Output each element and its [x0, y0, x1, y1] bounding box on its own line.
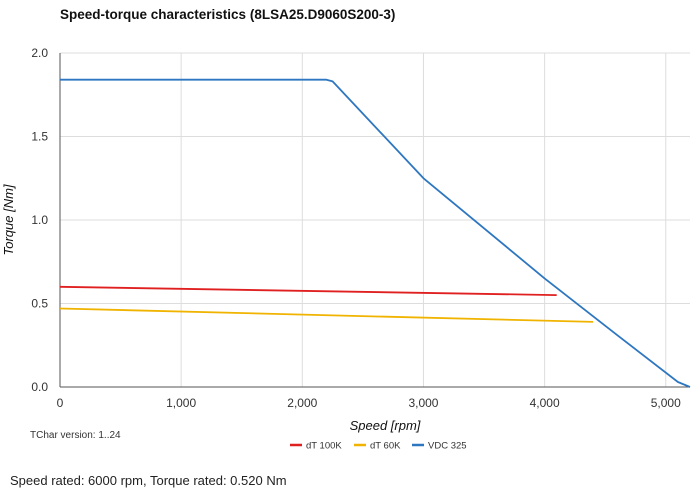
y-tick-label: 0.5 [31, 297, 48, 311]
x-tick-label: 0 [57, 396, 64, 410]
x-tick-label: 4,000 [530, 396, 560, 410]
x-tick-label: 5,000 [651, 396, 681, 410]
rated-values-text: Speed rated: 6000 rpm, Torque rated: 0.5… [10, 473, 287, 488]
y-tick-labels: 0.0 0.5 1.0 1.5 2.0 [31, 46, 48, 394]
x-tick-label: 1,000 [166, 396, 196, 410]
y-tick-label: 1.5 [31, 130, 48, 144]
legend-label: dT 60K [370, 441, 401, 452]
chart-title: Speed-torque characteristics (8LSA25.D90… [60, 7, 396, 22]
chart-grid [59, 52, 690, 388]
version-label: TChar version: 1..24 [30, 430, 121, 441]
chart-series [59, 78, 691, 388]
y-tick-label: 0.0 [31, 380, 48, 394]
x-tick-labels: 0 1,000 2,000 3,000 4,000 5,000 [57, 396, 681, 410]
chart-legend: dT 100K dT 60K VDC 325 [290, 441, 467, 452]
x-axis-label: Speed [rpm] [350, 418, 421, 433]
y-tick-label: 2.0 [31, 46, 48, 60]
y-axis-label: Torque [Nm] [1, 184, 16, 255]
legend-label: VDC 325 [428, 441, 467, 452]
legend-label: dT 100K [306, 441, 342, 452]
series-line-dt-100k [59, 285, 557, 296]
series-line-dt-60k [59, 307, 594, 323]
series-line-vdc-325 [60, 78, 691, 388]
chart-axes [59, 53, 690, 388]
x-tick-label: 2,000 [287, 396, 317, 410]
x-tick-label: 3,000 [408, 396, 438, 410]
y-tick-label: 1.0 [31, 213, 48, 227]
